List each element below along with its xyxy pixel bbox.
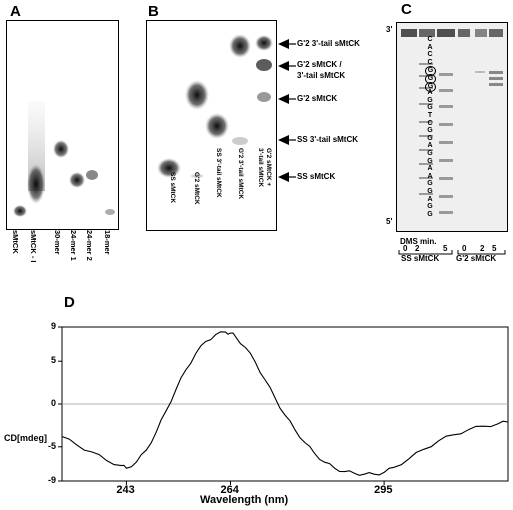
y-tick-label: -5 — [47, 440, 56, 451]
band-18mer — [105, 209, 115, 215]
sequence-base: A — [427, 142, 433, 150]
sequence-base: G — [427, 134, 433, 142]
sequence-base: G — [427, 188, 433, 195]
arrow-label-g2: G'2 sMtCK — [297, 94, 338, 103]
arrow-label-ss-3tail: SS 3'-tail sMtCK — [297, 135, 359, 144]
arrow-label-g2-mix-2: 3'-tail sMtCK — [297, 71, 346, 80]
g2-group-label: G'2 sMtCK — [456, 254, 497, 263]
ss-time-2: 2 — [415, 244, 420, 253]
x-tick-label: 295 — [374, 484, 393, 496]
dms-label: DMS min. — [400, 237, 437, 246]
panel-b-letter: B — [148, 3, 159, 20]
sequence-base: G — [427, 203, 433, 211]
panel-d-letter: D — [64, 294, 75, 311]
band-mix-lower — [257, 92, 271, 102]
sequence-base: G — [427, 104, 433, 112]
sequence-base: A — [427, 195, 433, 203]
sequence-base: A — [427, 172, 433, 180]
band-smtck — [13, 205, 27, 217]
band-30mer — [53, 140, 69, 158]
lane-0-top — [401, 29, 417, 37]
g2-time-5: 5 — [492, 244, 497, 253]
y-axis-label: CD[mdeg] — [4, 433, 47, 443]
band-ss-smtck — [157, 158, 181, 178]
x-axis-label: Wavelength (nm) — [200, 494, 289, 506]
sequence-base: C — [427, 58, 433, 66]
sequence-base: G — [427, 210, 433, 218]
sequence-base: G — [427, 96, 433, 104]
cd-series-line — [61, 331, 509, 476]
gel-a-bands — [13, 101, 115, 217]
x-tick-label: 264 — [220, 484, 239, 496]
band-g2-3tail — [229, 34, 251, 58]
sequence-base: G — [427, 127, 433, 135]
sequence-base: G — [427, 180, 433, 188]
sequence-base: G — [427, 150, 433, 157]
arrow-label-g2-3tail: G'2 3'-tail sMtCK — [297, 39, 360, 48]
band-24mer-1 — [69, 172, 85, 188]
arrow-label-ss: SS sMtCK — [297, 172, 336, 181]
y-tick-label: 5 — [50, 355, 56, 366]
sequence-base: G — [427, 157, 433, 165]
panel-a-letter: A — [10, 3, 21, 20]
sequence-base: A — [427, 89, 433, 97]
band-g2-faint — [191, 174, 203, 178]
gel-panel-a — [6, 20, 119, 230]
arrow-label-g2-mix-1: G'2 sMtCK / — [297, 60, 342, 69]
band-g2-smtck — [185, 80, 209, 110]
sequence-base: C — [427, 51, 433, 59]
end-5-label: 5' — [386, 217, 393, 226]
sequence-base: T — [427, 112, 433, 119]
x-tick-label: 243 — [116, 484, 135, 496]
band-ss-3tail — [205, 113, 229, 139]
band-24mer-2 — [86, 170, 98, 180]
band-mix-top — [255, 35, 273, 51]
gel-c-bands — [397, 23, 507, 231]
ss-time-0: 0 — [403, 244, 408, 253]
panel-c-letter: C — [401, 1, 412, 18]
sequence-base: A — [427, 43, 433, 51]
gel-panel-b — [146, 20, 277, 231]
band-mix-mid — [256, 59, 272, 71]
gel-b-bands — [157, 34, 273, 178]
y-tick-label: 9 — [50, 321, 56, 331]
sequence-base: G — [425, 81, 436, 92]
gel-panel-c — [396, 22, 508, 232]
y-tick-label: -9 — [47, 475, 56, 485]
sequence-base: C — [427, 36, 433, 43]
sequence-base: A — [427, 165, 433, 173]
g2-lane-bands — [475, 71, 503, 86]
band-g2-3tail-faint — [232, 137, 248, 145]
g2-time-2: 2 — [480, 244, 485, 253]
y-tick-label: 0 — [50, 398, 56, 408]
end-3-label: 3' — [386, 25, 393, 34]
band-smtck-i — [27, 164, 45, 204]
ss-group-label: SS sMtCK — [401, 254, 440, 263]
g2-time-0: 0 — [462, 244, 467, 253]
ss-time-5: 5 — [443, 244, 448, 253]
sequence-base: C — [427, 119, 433, 127]
